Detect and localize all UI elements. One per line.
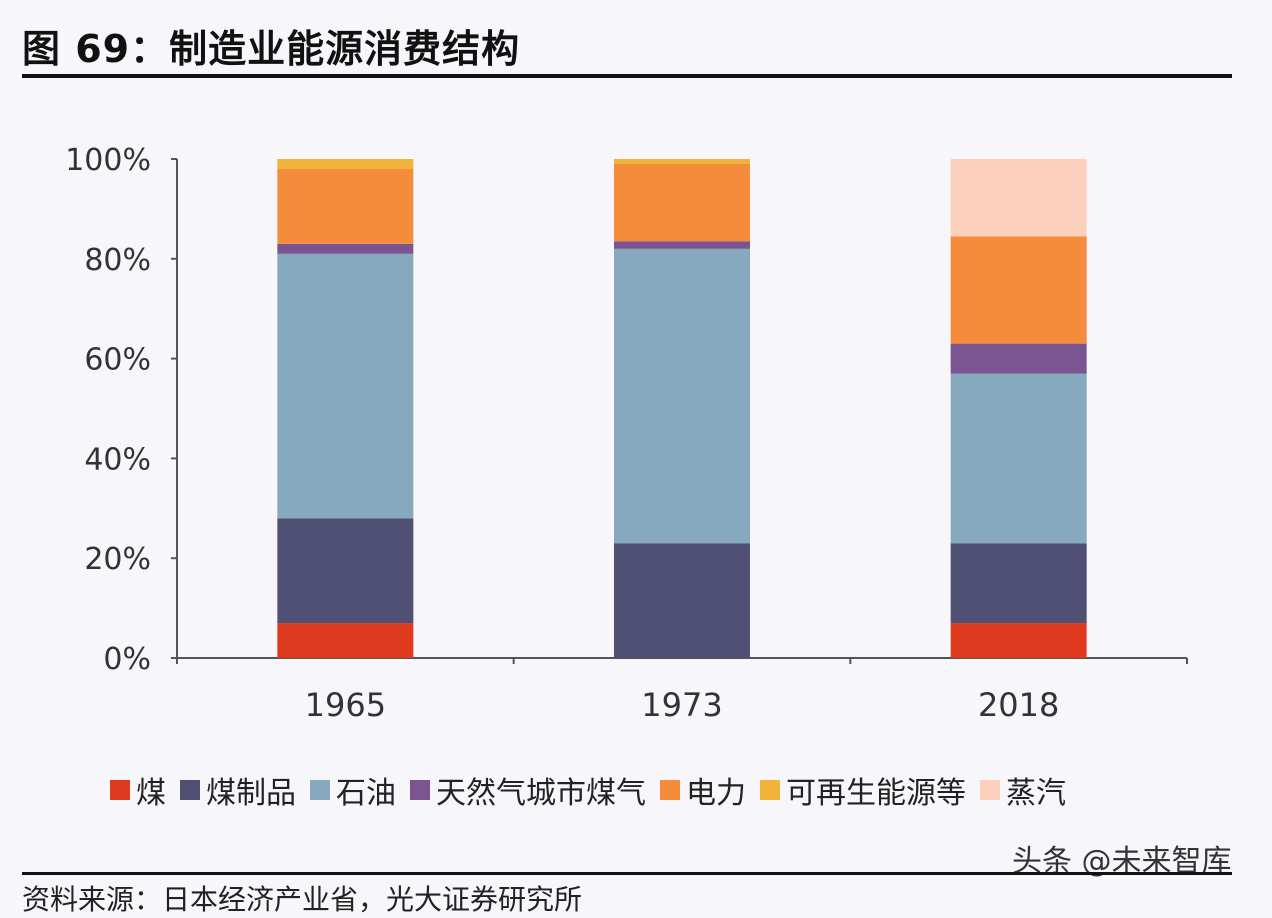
- legend-label: 蒸汽: [1006, 776, 1066, 811]
- legend-item: 煤制品: [180, 768, 296, 812]
- legend-item: 天然气城市煤气: [410, 768, 646, 812]
- legend-label: 天然气城市煤气: [436, 776, 646, 811]
- bar-stack-2018: [950, 159, 1087, 658]
- title-divider: [22, 74, 1232, 78]
- bar-segment-2018-2: [950, 373, 1087, 544]
- legend-swatch: [410, 780, 430, 800]
- bar-segment-1973-1: [614, 543, 750, 658]
- bar-segment-1965-0: [277, 623, 414, 658]
- source-divider: [22, 872, 1232, 875]
- x-tick-label: 1973: [641, 686, 722, 724]
- bar-stack-1973: [614, 159, 750, 658]
- bar-segment-1973-4: [614, 163, 750, 242]
- y-tick-label: 100%: [65, 143, 151, 178]
- legend-swatch: [980, 780, 1000, 800]
- source-note: 资料来源：日本经济产业省，光大证券研究所: [22, 883, 583, 916]
- bar-segment-1965-4: [277, 168, 414, 244]
- y-axis: 0% 20% 40% 60% 80% 100%: [65, 143, 178, 677]
- legend-swatch: [180, 780, 200, 800]
- bar-segment-1973-2: [614, 248, 750, 544]
- bar-segment-2018-4: [950, 236, 1087, 344]
- legend-item: 蒸汽: [980, 768, 1066, 812]
- legend-label: 电力: [686, 776, 746, 811]
- y-tick-label: 80%: [84, 243, 151, 278]
- x-tick-label: 2018: [978, 686, 1059, 724]
- legend-label: 煤: [136, 776, 166, 811]
- legend-swatch: [310, 780, 330, 800]
- legend-label: 石油: [336, 776, 396, 811]
- legend-swatch: [760, 780, 780, 800]
- bar-segment-2018-0: [950, 623, 1087, 658]
- x-tick-label: 1965: [305, 686, 386, 724]
- legend-item: 电力: [660, 768, 746, 812]
- bar-segment-2018-6: [950, 159, 1087, 237]
- legend-label: 可再生能源等: [786, 776, 966, 811]
- y-tick-label: 40%: [84, 442, 151, 477]
- bar-segment-1973-3: [614, 241, 750, 249]
- legend-item: 石油: [310, 768, 396, 812]
- bar-segment-1965-3: [277, 243, 414, 254]
- y-tick-label: 20%: [84, 542, 151, 577]
- bar-segment-1965-1: [277, 518, 414, 624]
- bar-segment-1965-2: [277, 253, 414, 519]
- page-title: 图 69：制造业能源消费结构: [22, 27, 521, 71]
- legend-swatch: [660, 780, 680, 800]
- legend-swatch: [110, 780, 130, 800]
- bar-segment-2018-1: [950, 543, 1087, 624]
- legend-item: 煤: [110, 768, 166, 812]
- bar-stack-1965: [277, 159, 414, 658]
- legend: 煤 煤制品 石油 天然气城市煤气 电力 可再生能源等 蒸汽: [110, 768, 1080, 812]
- bar-segment-2018-3: [950, 343, 1087, 374]
- x-axis: 1965 1973 2018: [176, 657, 1188, 724]
- bar-segment-1965-5: [277, 159, 414, 169]
- legend-label: 煤制品: [206, 776, 296, 811]
- stacked-bar-chart: 0% 20% 40% 60% 80% 100% 1965 1973 2018: [65, 143, 1188, 724]
- legend-item: 可再生能源等: [760, 768, 966, 812]
- y-tick-label: 60%: [84, 343, 151, 378]
- bars: [277, 159, 1087, 658]
- bar-segment-1973-5: [614, 159, 750, 164]
- y-tick-label: 0%: [103, 642, 151, 677]
